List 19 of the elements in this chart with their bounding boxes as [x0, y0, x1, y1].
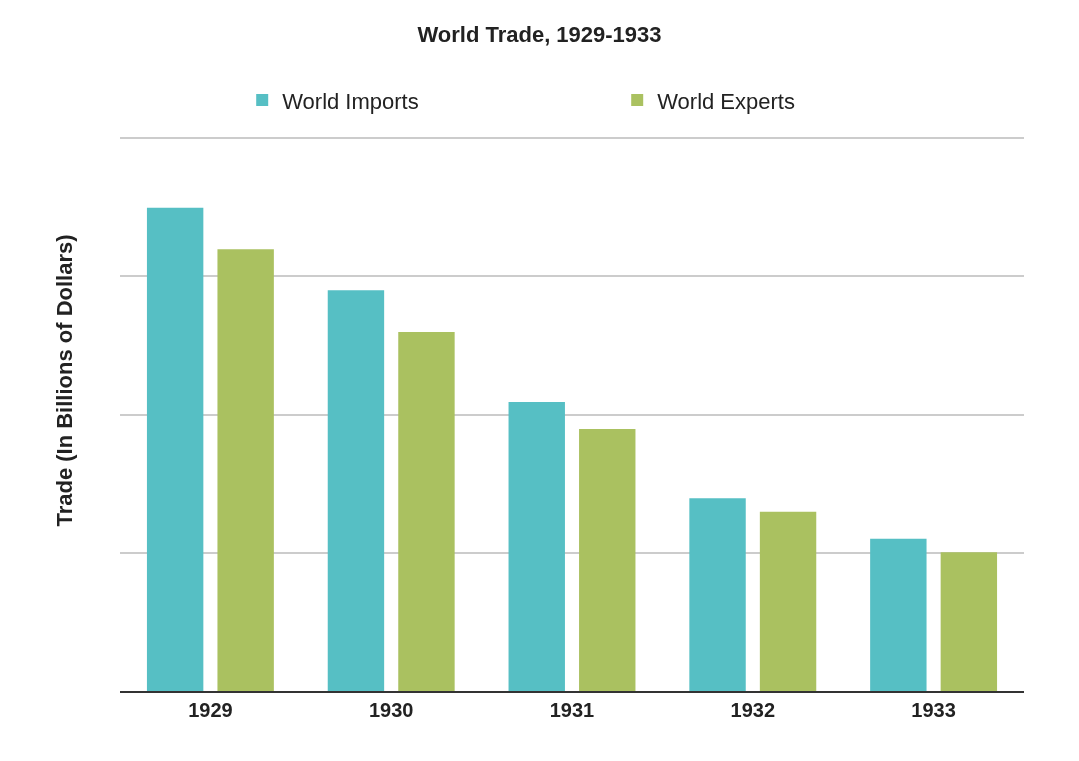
- chart-title: World Trade, 1929-1933: [417, 22, 662, 48]
- x-tick-label: 1933: [911, 699, 956, 721]
- bar: [398, 331, 455, 691]
- x-tick-label: 1929: [188, 699, 233, 721]
- bar: [146, 207, 204, 691]
- bar: [940, 552, 998, 691]
- bar: [579, 429, 636, 691]
- bar: [327, 290, 385, 691]
- y-axis-title: Trade (In Billions of Dollars): [51, 234, 77, 527]
- bar: [870, 538, 927, 691]
- bar: [508, 402, 565, 691]
- x-tick-label: 1931: [549, 699, 595, 721]
- legend-label: World Imports: [282, 88, 419, 114]
- legend-label: World Experts: [657, 88, 795, 114]
- x-tick-label: 1932: [730, 699, 776, 721]
- bar: [217, 249, 274, 691]
- x-tick-label: 1930: [368, 699, 414, 721]
- bar: [759, 511, 817, 691]
- bar: [689, 498, 746, 691]
